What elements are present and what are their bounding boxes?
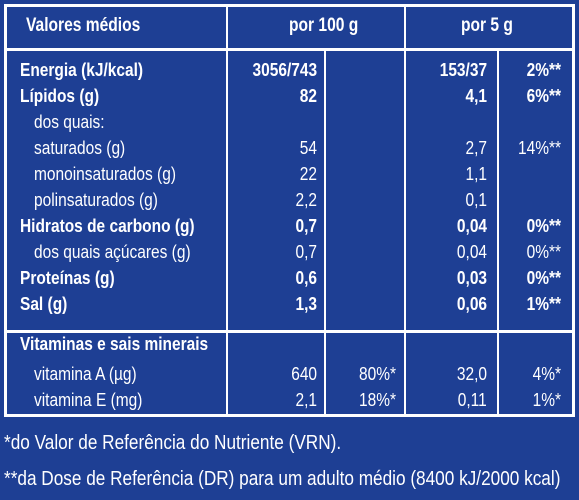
percent-per-5g: 14%** bbox=[517, 138, 561, 158]
percent-per-5g: 0%** bbox=[526, 216, 561, 236]
table-border-left bbox=[4, 4, 7, 417]
value-per-100g: 0,6 bbox=[295, 268, 317, 288]
value-per-100g: 2,1 bbox=[295, 390, 317, 410]
value-per-5g: 0,06 bbox=[456, 294, 487, 314]
value-per-100g: 640 bbox=[291, 364, 317, 384]
nutrient-name: saturados (g) bbox=[34, 138, 126, 158]
column-divider-1 bbox=[226, 4, 228, 417]
value-per-5g: 32,0 bbox=[456, 364, 487, 384]
value-per-5g: 0,1 bbox=[465, 190, 487, 210]
vitamins-header: Vitaminas e sais minerais bbox=[20, 334, 209, 354]
value-per-5g: 0,11 bbox=[458, 390, 487, 410]
column-divider-2 bbox=[404, 4, 406, 417]
table-border-top bbox=[4, 4, 575, 7]
value-per-5g: 0,03 bbox=[456, 268, 487, 288]
value-per-5g: 1,1 bbox=[465, 164, 487, 184]
value-per-100g: 0,7 bbox=[295, 216, 317, 236]
value-per-5g: 153/37 bbox=[439, 60, 487, 80]
value-per-5g: 4,1 bbox=[465, 86, 487, 106]
table-border-right bbox=[572, 4, 575, 417]
value-per-5g: 0,04 bbox=[456, 216, 487, 236]
vitamin-name: vitamina A (µg) bbox=[34, 364, 137, 384]
column-divider-4 bbox=[497, 51, 499, 414]
percent-per-100g: 80%* bbox=[358, 364, 396, 384]
nutrition-table: Valores médios por 100 g por 5 g Energia… bbox=[4, 4, 575, 417]
percent-per-5g: 4%* bbox=[532, 364, 561, 384]
footnote-vrn: *do Valor de Referência do Nutriente (VR… bbox=[4, 432, 342, 454]
value-per-100g: 22 bbox=[299, 164, 317, 184]
value-per-5g: 2,7 bbox=[465, 138, 487, 158]
nutrient-name: Sal (g) bbox=[20, 294, 68, 314]
column-divider-3 bbox=[324, 51, 326, 414]
percent-per-5g: 2%** bbox=[526, 60, 561, 80]
value-per-100g: 2,2 bbox=[295, 190, 317, 210]
value-per-100g: 82 bbox=[299, 86, 317, 106]
vitamin-name: vitamina E (mg) bbox=[34, 390, 143, 410]
nutrient-name: polinsaturados (g) bbox=[34, 190, 158, 210]
percent-per-5g: 0%** bbox=[526, 242, 561, 262]
percent-per-100g: 18%* bbox=[358, 390, 396, 410]
nutrient-name: monoinsaturados (g) bbox=[34, 164, 176, 184]
nutrient-name: Proteínas (g) bbox=[20, 268, 115, 288]
nutrient-name: Hidratos de carbono (g) bbox=[20, 216, 195, 236]
nutrient-name: Energia (kJ/kcal) bbox=[20, 60, 144, 80]
percent-per-5g: 1%** bbox=[526, 294, 561, 314]
header-per-5g: por 5 g bbox=[461, 15, 513, 36]
footnote-dr: **da Dose de Referência (DR) para um adu… bbox=[4, 468, 561, 490]
nutrient-name: dos quais açúcares (g) bbox=[34, 242, 191, 262]
percent-per-5g: 1%* bbox=[532, 390, 561, 410]
header-divider bbox=[4, 48, 575, 51]
vitamins-divider bbox=[4, 330, 575, 333]
percent-per-5g: 0%** bbox=[526, 268, 561, 288]
value-per-100g: 0,7 bbox=[295, 242, 317, 262]
header-name: Valores médios bbox=[26, 15, 141, 36]
value-per-100g: 1,3 bbox=[295, 294, 317, 314]
table-border-bottom bbox=[4, 414, 575, 417]
header-per-100g: por 100 g bbox=[289, 15, 359, 36]
percent-per-5g: 6%** bbox=[526, 86, 561, 106]
nutrient-name: dos quais: bbox=[34, 112, 105, 132]
value-per-5g: 0,04 bbox=[456, 242, 487, 262]
nutrient-name: Lípidos (g) bbox=[20, 86, 100, 106]
value-per-100g: 54 bbox=[299, 138, 317, 158]
value-per-100g: 3056/743 bbox=[252, 60, 317, 80]
